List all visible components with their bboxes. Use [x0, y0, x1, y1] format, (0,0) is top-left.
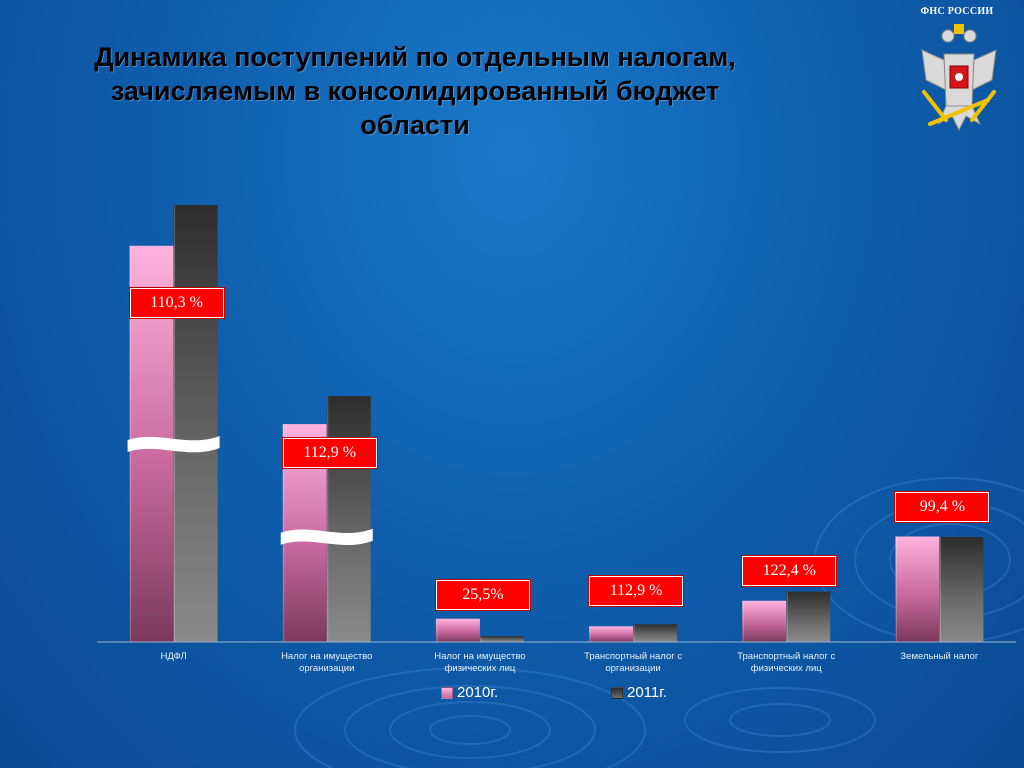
- axis-break-mark-1: [280, 528, 373, 545]
- category-label-4-line-0: Транспортный налог с: [737, 651, 835, 662]
- chart-title: Динамика поступлений по отдельным налога…: [94, 42, 736, 140]
- axis-break-mark-0: [127, 435, 220, 453]
- category-label-3-line-1: организации: [605, 663, 660, 674]
- growth-label-5: 99,4 %: [895, 492, 990, 522]
- growth-label-2: 25,5%: [435, 580, 530, 610]
- bar-2011-5: [939, 537, 984, 642]
- brand-label: ФНС РОССИИ: [920, 6, 994, 17]
- category-label-3-line-0: Транспортный налог с: [584, 651, 682, 662]
- category-label-1-line-1: организации: [299, 663, 354, 674]
- bar-2010-3: [589, 626, 634, 642]
- growth-label-1: 112,9 %: [282, 438, 377, 468]
- growth-label-4: 122,4 %: [742, 556, 837, 586]
- bar-2011-4: [786, 591, 831, 642]
- legend-label-2010: 2010г.: [457, 684, 499, 701]
- legend-label-2011: 2011г.: [627, 684, 668, 701]
- bar-2011-0: [173, 205, 218, 642]
- legend-item-2010: 2010г.: [441, 684, 498, 701]
- legend-swatch-2011: [611, 686, 623, 699]
- double-headed-eagle-emblem-icon: [921, 24, 997, 132]
- bar-2011-3: [633, 624, 678, 642]
- legend-item-2011: 2011г.: [611, 684, 667, 701]
- bar-2011-1: [326, 396, 371, 642]
- bar-2010-2: [435, 618, 480, 642]
- legend: 2010г. 2011г.: [0, 684, 1024, 706]
- bar-2010-5: [895, 536, 940, 642]
- growth-label-0: 110,3 %: [129, 288, 224, 318]
- legend-swatch-2010: [441, 686, 453, 699]
- category-label-2-line-0: Налог на имущество: [434, 651, 525, 662]
- bar-2011-2: [479, 636, 524, 642]
- growth-label-3: 112,9 %: [589, 576, 684, 606]
- bar-2010-4: [742, 600, 787, 642]
- category-label-2-line-1: физических лиц: [444, 663, 515, 674]
- category-label-1-line-0: Налог на имущество: [281, 651, 372, 662]
- category-label-5-line-0: Земельный налог: [900, 651, 978, 662]
- category-label-4-line-1: физических лиц: [751, 663, 822, 674]
- category-label-0-line-0: НДФЛ: [160, 651, 186, 662]
